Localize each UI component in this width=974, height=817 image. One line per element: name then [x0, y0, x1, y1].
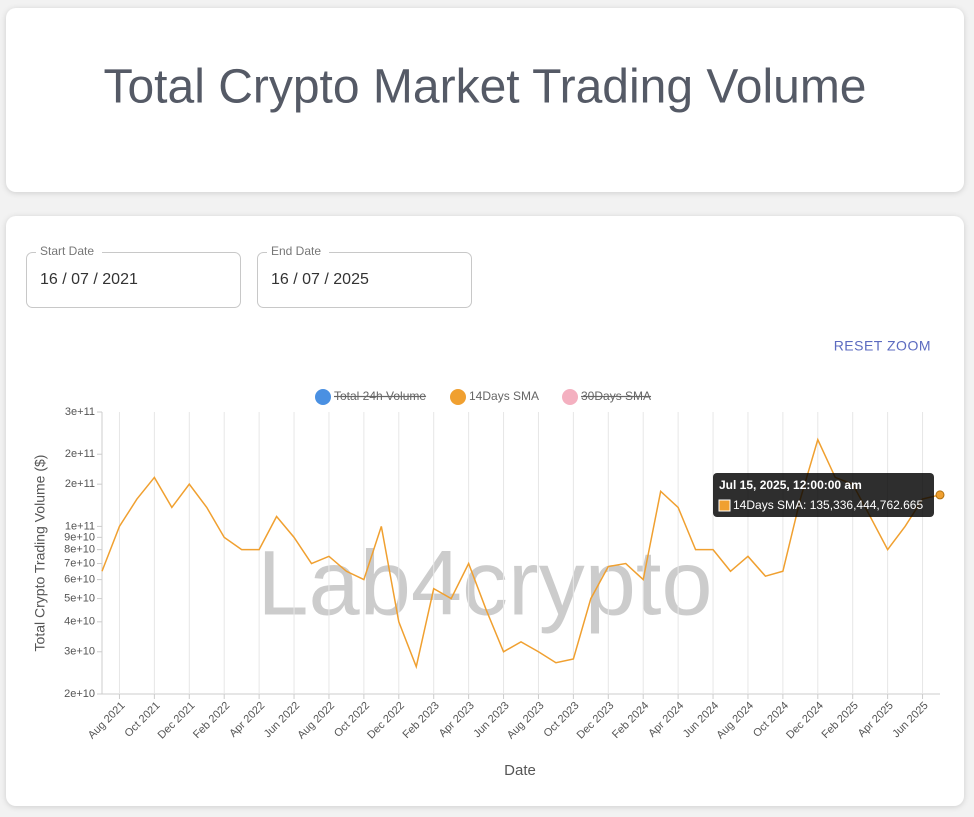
y-tick-label: 3e+11	[65, 406, 95, 418]
legend-label: Total 24h Volume	[334, 389, 426, 403]
y-tick-label: 1e+11	[65, 520, 95, 532]
tooltip-value: 135,336,444,762.665	[810, 498, 924, 512]
tooltip-sep: :	[803, 498, 810, 512]
watermark: Lab4crypto	[257, 532, 712, 634]
y-tick-label: 4e+10	[64, 616, 95, 628]
start-date-value: 16 / 07 / 2021	[40, 271, 138, 288]
start-date-input[interactable]	[26, 252, 241, 308]
title-card	[6, 8, 964, 192]
chart-card	[6, 216, 964, 806]
tooltip-label: 14Days SMA: 135,336,444,762.665	[733, 498, 923, 512]
y-tick-label: 2e+10	[64, 688, 95, 700]
start-date-label: Start Date	[40, 244, 94, 258]
reset-zoom-button[interactable]: RESET ZOOM	[834, 338, 931, 354]
y-tick-label: 9e+10	[64, 531, 95, 543]
x-axis-title: Date	[504, 762, 536, 779]
y-tick-label: 2e+11	[65, 448, 95, 460]
y-tick-label: 5e+10	[64, 592, 95, 604]
y-tick-label: 2e+11	[65, 478, 95, 490]
legend-swatch	[562, 389, 578, 405]
end-date-label: End Date	[271, 244, 321, 258]
label-bg	[267, 245, 329, 259]
tooltip-title: Jul 15, 2025, 12:00:00 am	[719, 478, 862, 492]
end-date-value: 16 / 07 / 2025	[271, 271, 369, 288]
legend-label: 14Days SMA	[469, 389, 539, 403]
y-tick-label: 7e+10	[64, 557, 95, 569]
hover-point	[935, 490, 945, 500]
y-tick-label: 6e+10	[64, 574, 95, 586]
y-axis-title: Total Crypto Trading Volume ($)	[32, 455, 48, 652]
tooltip-series: 14Days SMA	[733, 498, 803, 512]
y-tick-label: 8e+10	[64, 544, 95, 556]
page-title: Total Crypto Market Trading Volume	[103, 61, 866, 114]
legend-swatch	[315, 389, 331, 405]
tooltip-swatch	[718, 499, 731, 512]
legend-swatch	[450, 389, 466, 405]
tooltip-box	[713, 473, 934, 517]
legend-label: 30Days SMA	[581, 389, 651, 403]
end-date-input[interactable]	[257, 252, 472, 308]
label-bg	[36, 245, 102, 259]
y-tick-label: 3e+10	[64, 646, 95, 658]
